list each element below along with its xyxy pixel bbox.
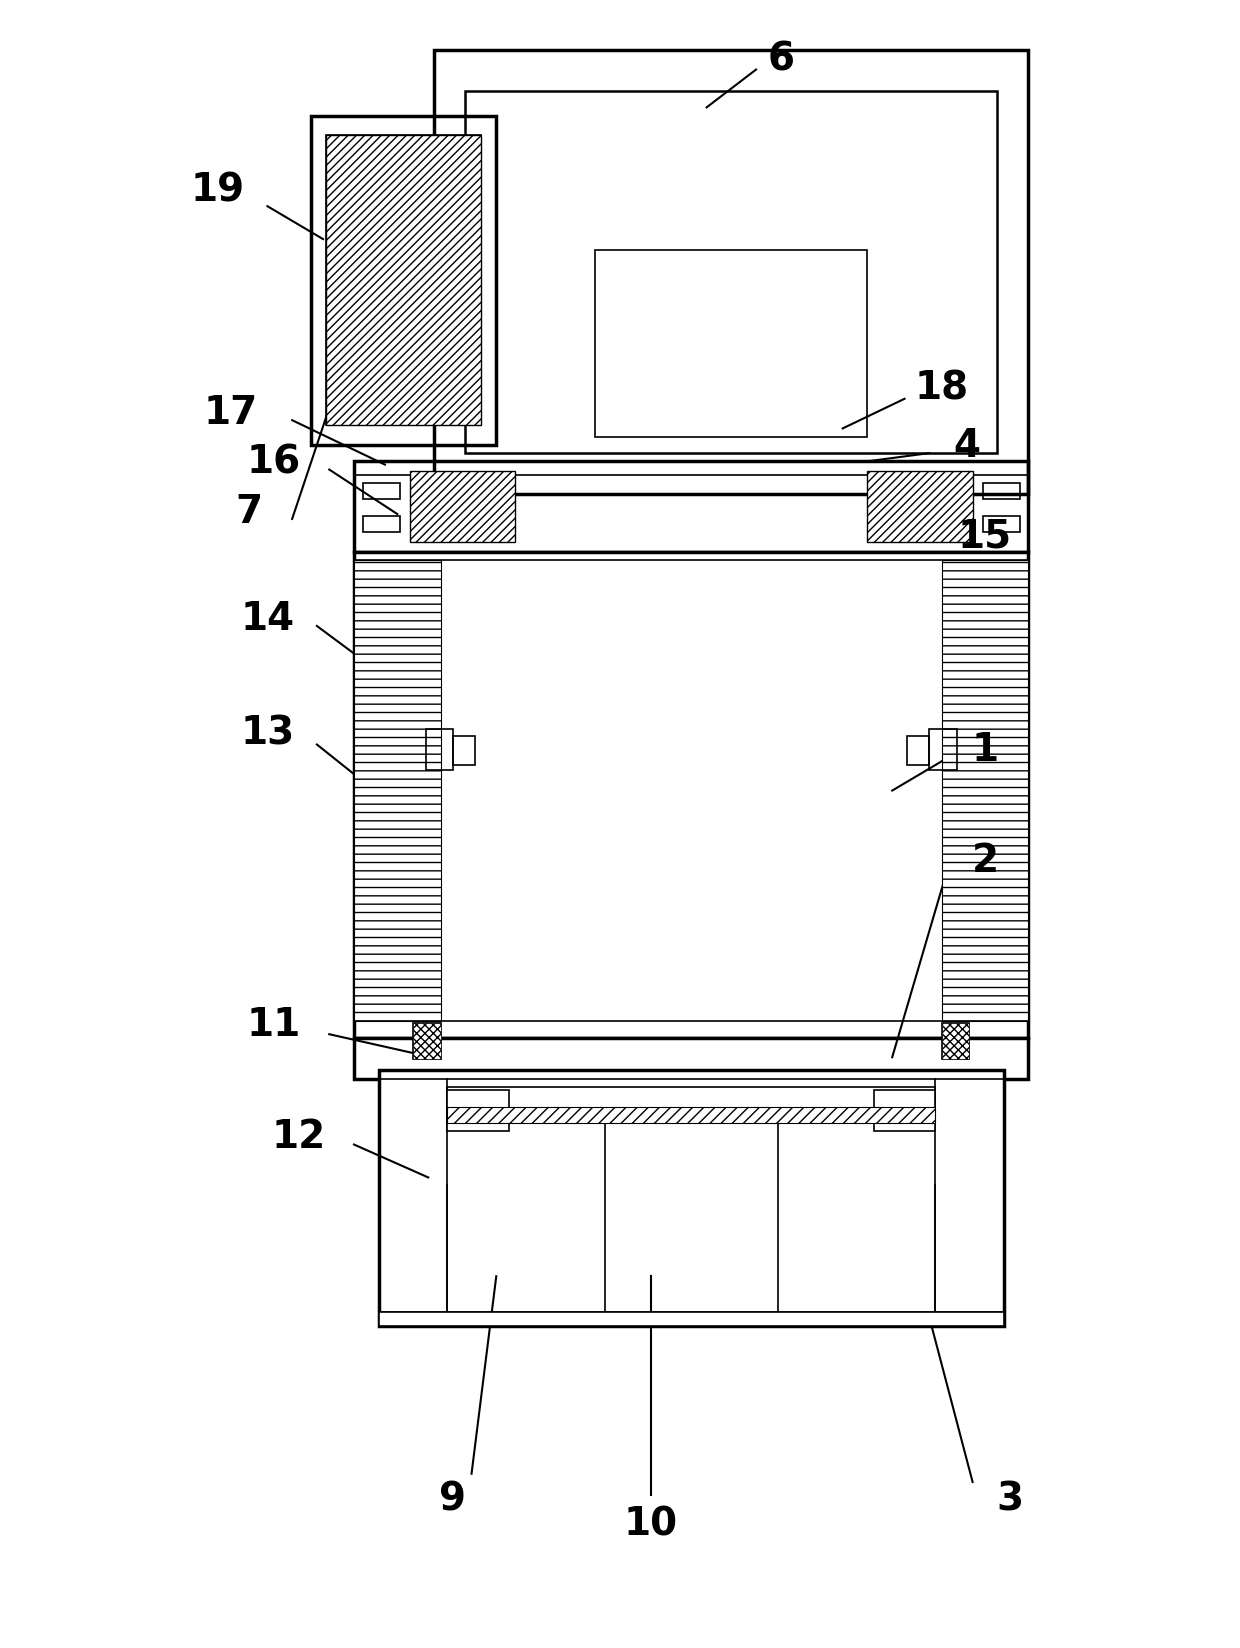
Text: 15: 15 xyxy=(959,517,1012,555)
Text: 1: 1 xyxy=(971,732,998,770)
Text: 19: 19 xyxy=(191,171,246,209)
Bar xyxy=(434,51,1028,494)
Bar xyxy=(409,471,515,542)
Bar xyxy=(453,737,475,766)
Bar xyxy=(868,471,972,542)
Bar xyxy=(378,1312,1003,1325)
Bar xyxy=(413,1023,440,1060)
Bar xyxy=(874,1091,935,1132)
Bar xyxy=(446,1091,508,1132)
Bar xyxy=(378,1071,1003,1325)
Bar xyxy=(982,516,1019,532)
Text: 4: 4 xyxy=(952,427,980,465)
Text: 16: 16 xyxy=(247,443,300,481)
Bar xyxy=(353,552,1028,1038)
Bar xyxy=(353,560,440,1022)
Text: 17: 17 xyxy=(203,394,258,432)
Text: 13: 13 xyxy=(241,715,295,753)
Bar xyxy=(982,483,1019,499)
Text: 18: 18 xyxy=(915,369,968,407)
Bar xyxy=(941,1023,968,1060)
Text: 6: 6 xyxy=(768,40,795,77)
Bar xyxy=(311,117,496,445)
Bar xyxy=(353,461,1028,552)
Text: 12: 12 xyxy=(272,1117,325,1155)
Bar xyxy=(906,737,929,766)
Bar xyxy=(941,1023,968,1060)
Bar xyxy=(465,92,997,453)
Bar xyxy=(595,250,868,437)
Bar xyxy=(326,137,481,425)
Text: 3: 3 xyxy=(996,1480,1023,1518)
Bar xyxy=(446,1088,935,1124)
Bar xyxy=(929,730,956,771)
Text: 9: 9 xyxy=(439,1480,466,1518)
Text: 2: 2 xyxy=(971,840,998,878)
Bar xyxy=(362,516,399,532)
Text: 11: 11 xyxy=(247,1005,301,1043)
Text: 14: 14 xyxy=(241,600,294,638)
Bar xyxy=(425,730,453,771)
Bar xyxy=(941,560,1028,1022)
Text: 7: 7 xyxy=(236,493,263,531)
Bar xyxy=(353,1038,1028,1079)
Text: 10: 10 xyxy=(624,1505,678,1543)
Bar xyxy=(413,1023,440,1060)
Bar xyxy=(446,1107,935,1124)
Bar xyxy=(362,483,399,499)
Bar xyxy=(326,137,481,425)
